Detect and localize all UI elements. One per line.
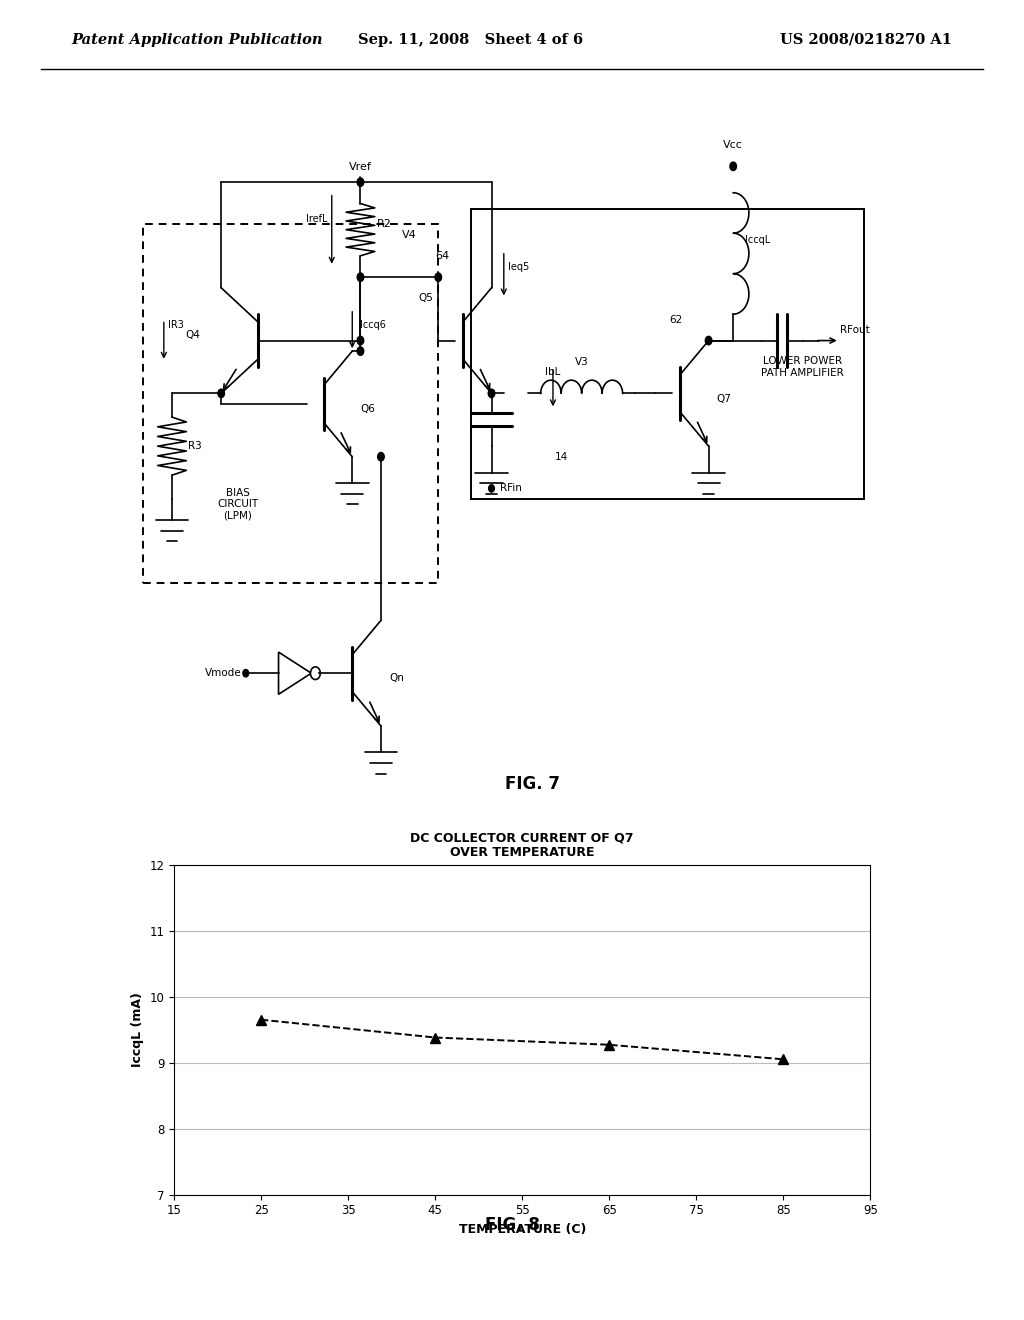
Text: LOWER POWER
PATH AMPLIFIER: LOWER POWER PATH AMPLIFIER	[762, 356, 844, 378]
Circle shape	[357, 337, 364, 345]
Text: 14: 14	[555, 451, 567, 462]
Circle shape	[357, 178, 364, 186]
X-axis label: TEMPERATURE (C): TEMPERATURE (C)	[459, 1222, 586, 1236]
Circle shape	[218, 389, 224, 397]
Text: IR3: IR3	[168, 319, 184, 330]
Text: Vref: Vref	[349, 161, 372, 172]
Text: R2: R2	[377, 219, 392, 230]
Circle shape	[435, 273, 441, 281]
Circle shape	[310, 667, 321, 680]
Text: Sep. 11, 2008   Sheet 4 of 6: Sep. 11, 2008 Sheet 4 of 6	[358, 33, 584, 48]
Circle shape	[243, 669, 249, 677]
Text: 64: 64	[435, 251, 450, 261]
Text: Qn: Qn	[389, 673, 404, 684]
Text: V3: V3	[574, 356, 589, 367]
Circle shape	[488, 389, 495, 397]
Text: RFin: RFin	[500, 483, 521, 494]
Text: Q5: Q5	[419, 293, 433, 304]
Text: IccqL: IccqL	[745, 235, 771, 246]
Text: IbL: IbL	[545, 367, 560, 378]
Text: US 2008/0218270 A1: US 2008/0218270 A1	[780, 33, 952, 48]
Y-axis label: IccqL (mA): IccqL (mA)	[131, 993, 143, 1067]
Text: Ieq5: Ieq5	[508, 261, 529, 272]
Text: V4: V4	[401, 230, 416, 240]
Circle shape	[357, 347, 364, 355]
Title: DC COLLECTOR CURRENT OF Q7
OVER TEMPERATURE: DC COLLECTOR CURRENT OF Q7 OVER TEMPERAT…	[411, 832, 634, 859]
Text: FIG. 8: FIG. 8	[484, 1216, 540, 1234]
Circle shape	[730, 162, 736, 170]
Text: Q7: Q7	[717, 393, 732, 404]
Polygon shape	[279, 652, 311, 694]
Text: Iccq6: Iccq6	[360, 319, 386, 330]
Text: Q6: Q6	[360, 404, 376, 414]
Text: R3: R3	[188, 441, 202, 451]
Text: Vmode: Vmode	[205, 668, 242, 678]
Text: RFout: RFout	[840, 325, 869, 335]
Text: BIAS
CIRCUIT
(LPM): BIAS CIRCUIT (LPM)	[217, 487, 258, 521]
Text: Q4: Q4	[185, 330, 200, 341]
Circle shape	[357, 273, 364, 281]
Text: IrefL: IrefL	[306, 214, 328, 224]
Text: Vcc: Vcc	[723, 140, 743, 150]
Circle shape	[378, 453, 384, 461]
Text: Patent Application Publication: Patent Application Publication	[72, 33, 324, 48]
Text: 62: 62	[670, 314, 682, 325]
Circle shape	[488, 484, 495, 492]
Text: FIG. 7: FIG. 7	[505, 775, 560, 793]
Circle shape	[706, 337, 712, 345]
